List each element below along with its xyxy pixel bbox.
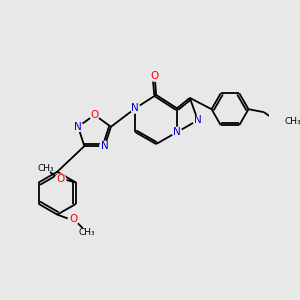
Text: O: O — [90, 110, 99, 120]
Text: O: O — [56, 175, 64, 184]
Text: N: N — [194, 115, 202, 125]
Circle shape — [73, 122, 83, 132]
Circle shape — [68, 214, 79, 224]
Text: CH₃: CH₃ — [79, 228, 95, 237]
Circle shape — [100, 141, 110, 151]
Text: N: N — [131, 103, 139, 113]
Circle shape — [193, 116, 203, 125]
Text: O: O — [151, 71, 159, 81]
Circle shape — [90, 110, 99, 120]
Circle shape — [55, 174, 66, 185]
Text: N: N — [173, 127, 181, 137]
Text: CH₃: CH₃ — [37, 164, 54, 173]
Circle shape — [172, 128, 182, 137]
Text: O: O — [70, 214, 78, 224]
Circle shape — [130, 103, 140, 113]
Text: N: N — [74, 122, 82, 132]
Text: N: N — [101, 141, 109, 151]
Text: CH₃: CH₃ — [285, 117, 300, 126]
Circle shape — [150, 72, 159, 81]
